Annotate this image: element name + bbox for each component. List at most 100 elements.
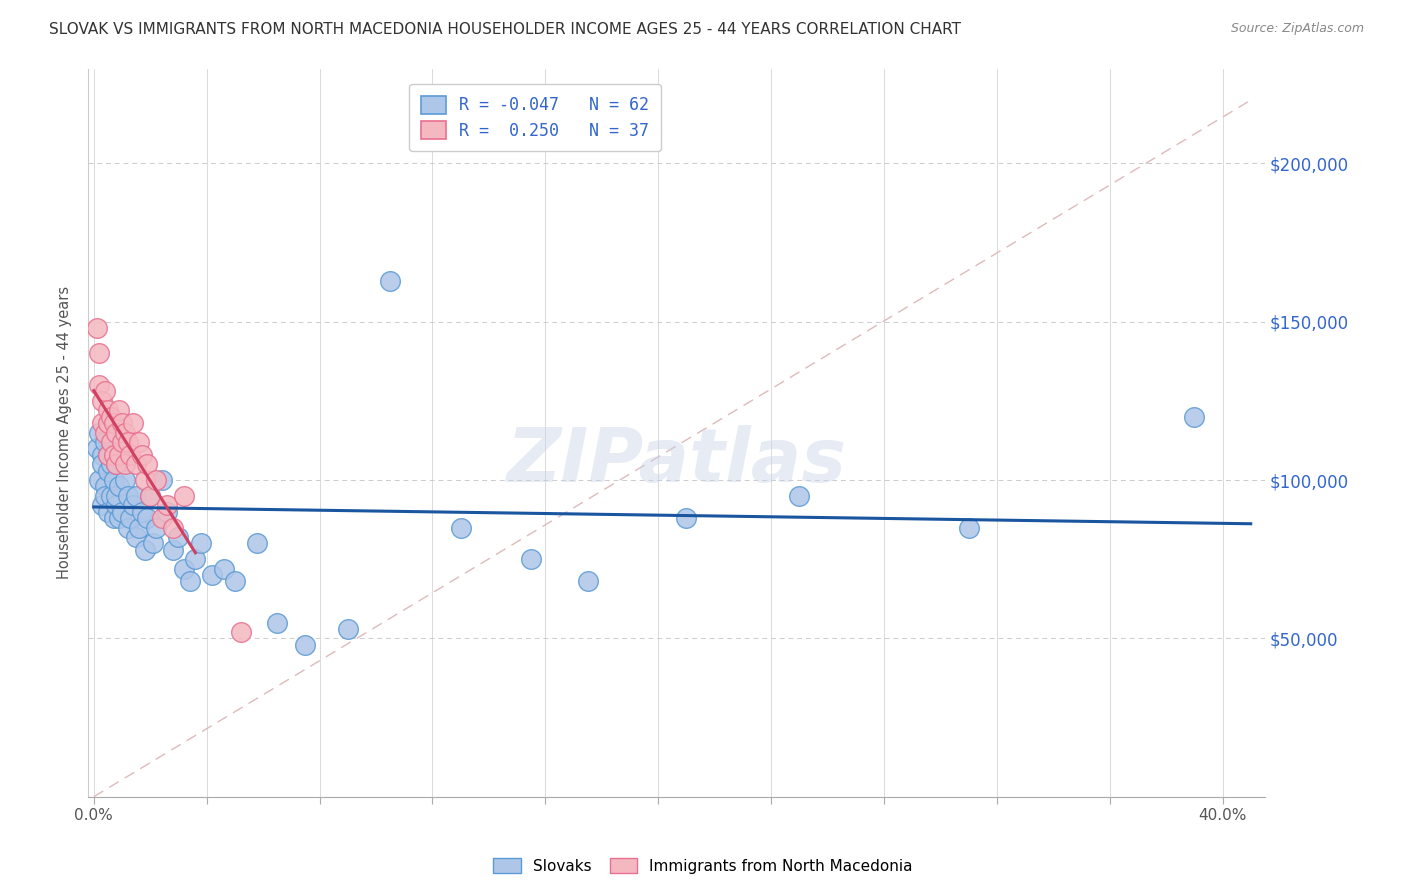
Point — [136, 511, 159, 525]
Y-axis label: Householder Income Ages 25 - 44 years: Householder Income Ages 25 - 44 years — [58, 286, 72, 579]
Point — [111, 505, 134, 519]
Point — [89, 346, 111, 360]
Point — [94, 384, 117, 399]
Point — [229, 625, 252, 640]
Legend: Slovaks, Immigrants from North Macedonia: Slovaks, Immigrants from North Macedonia — [486, 852, 920, 880]
Point — [957, 520, 980, 534]
Point — [114, 457, 136, 471]
Point — [134, 473, 156, 487]
Point — [111, 435, 134, 450]
Point — [520, 552, 543, 566]
Point — [94, 479, 117, 493]
Point — [139, 489, 162, 503]
Point — [117, 435, 139, 450]
Point — [89, 378, 111, 392]
Text: ZIPatlas: ZIPatlas — [506, 425, 846, 499]
Point — [103, 416, 125, 430]
Point — [134, 542, 156, 557]
Point — [108, 448, 131, 462]
Point — [212, 562, 235, 576]
Point — [105, 425, 128, 440]
Point — [89, 425, 111, 440]
Point — [128, 435, 150, 450]
Point — [224, 574, 246, 589]
Point — [787, 489, 810, 503]
Point — [94, 425, 117, 440]
Text: Source: ZipAtlas.com: Source: ZipAtlas.com — [1230, 22, 1364, 36]
Point — [142, 536, 165, 550]
Point — [117, 520, 139, 534]
Point — [86, 321, 108, 335]
Point — [103, 473, 125, 487]
Point — [125, 457, 148, 471]
Point — [91, 448, 114, 462]
Point — [162, 542, 184, 557]
Point — [173, 489, 195, 503]
Point — [97, 448, 120, 462]
Point — [103, 511, 125, 525]
Point — [120, 448, 142, 462]
Point — [100, 409, 122, 424]
Point — [184, 552, 207, 566]
Text: SLOVAK VS IMMIGRANTS FROM NORTH MACEDONIA HOUSEHOLDER INCOME AGES 25 - 44 YEARS : SLOVAK VS IMMIGRANTS FROM NORTH MACEDONI… — [49, 22, 962, 37]
Point — [150, 511, 173, 525]
Point — [91, 393, 114, 408]
Point — [125, 489, 148, 503]
Point — [167, 530, 190, 544]
Point — [108, 479, 131, 493]
Point — [100, 435, 122, 450]
Point — [100, 457, 122, 471]
Point — [105, 457, 128, 471]
Point — [162, 520, 184, 534]
Point — [114, 473, 136, 487]
Point — [294, 638, 316, 652]
Point — [97, 505, 120, 519]
Point — [156, 505, 179, 519]
Point — [136, 457, 159, 471]
Point — [125, 530, 148, 544]
Point — [105, 489, 128, 503]
Point — [179, 574, 201, 589]
Point — [145, 473, 167, 487]
Point — [378, 274, 401, 288]
Point — [97, 416, 120, 430]
Point — [89, 473, 111, 487]
Point — [128, 520, 150, 534]
Point — [150, 473, 173, 487]
Point — [139, 489, 162, 503]
Point — [111, 448, 134, 462]
Point — [1182, 409, 1205, 424]
Point — [91, 416, 114, 430]
Point — [450, 520, 472, 534]
Point — [108, 511, 131, 525]
Point — [173, 562, 195, 576]
Point — [97, 403, 120, 417]
Point — [122, 499, 145, 513]
Point — [675, 511, 697, 525]
Point — [156, 499, 179, 513]
Point — [201, 568, 224, 582]
Point — [145, 520, 167, 534]
Point — [97, 448, 120, 462]
Point — [91, 457, 114, 471]
Point — [103, 448, 125, 462]
Point — [117, 489, 139, 503]
Point — [91, 499, 114, 513]
Point — [122, 416, 145, 430]
Point — [131, 505, 153, 519]
Point — [120, 511, 142, 525]
Point — [576, 574, 599, 589]
Point — [100, 489, 122, 503]
Point — [97, 416, 120, 430]
Point — [105, 457, 128, 471]
Point — [111, 416, 134, 430]
Point — [266, 615, 288, 630]
Point — [100, 435, 122, 450]
Point — [94, 435, 117, 450]
Point — [94, 489, 117, 503]
Legend: R = -0.047   N = 62, R =  0.250   N = 37: R = -0.047 N = 62, R = 0.250 N = 37 — [409, 84, 661, 152]
Point — [86, 442, 108, 456]
Point — [246, 536, 269, 550]
Point — [190, 536, 212, 550]
Point — [97, 464, 120, 478]
